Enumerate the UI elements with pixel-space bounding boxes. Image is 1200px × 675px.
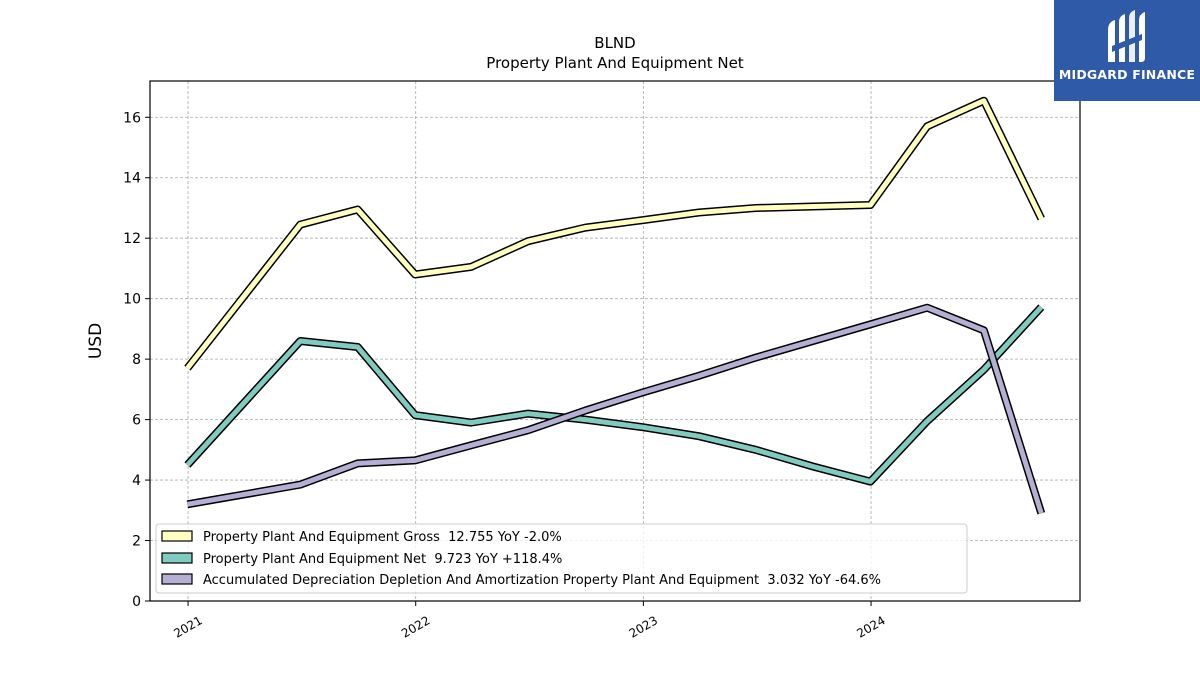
legend-swatch-accumulated	[161, 573, 193, 585]
brand-name: MIDGARD FINANCE	[1058, 67, 1196, 82]
y-tick-label: 4	[132, 473, 141, 489]
legend-swatch-gross	[161, 530, 193, 542]
y-tick-label: 10	[123, 292, 141, 308]
series-line-accumulated-outline	[186, 303, 1046, 515]
series-line-net-outline	[184, 304, 1045, 486]
series-line-gross-fill	[185, 98, 1044, 370]
series-line-net	[184, 304, 1045, 486]
grid-lines	[150, 81, 1080, 602]
x-tick-label: 2023	[627, 613, 660, 640]
chart-subtitle: Property Plant And Equipment Net	[486, 54, 743, 72]
series-line-gross	[184, 96, 1045, 371]
y-tick-label: 2	[132, 534, 141, 550]
y-tick-label: 12	[123, 231, 141, 247]
series-line-gross-outline	[184, 96, 1045, 371]
series-lines	[184, 96, 1046, 515]
legend-label-gross: Property Plant And Equipment Gross 12.75…	[203, 530, 562, 545]
legend-swatch-net	[161, 552, 193, 564]
legend: Property Plant And Equipment Gross 12.75…	[155, 523, 968, 594]
x-tick-label: 2021	[171, 613, 204, 640]
logo-mark-icon	[1108, 10, 1145, 62]
legend-label-net: Property Plant And Equipment Net 9.723 Y…	[203, 552, 562, 567]
series-line-accumulated-fill	[186, 305, 1044, 515]
legend-box	[155, 523, 968, 594]
series-line-accumulated	[186, 303, 1046, 515]
y-tick-label: 14	[123, 171, 141, 187]
plot-frame	[149, 80, 1081, 602]
series-line-net-fill	[185, 305, 1044, 485]
x-tick-label: 2022	[399, 613, 432, 640]
y-tick-label: 6	[132, 413, 141, 429]
chart-title: BLND	[594, 34, 635, 52]
y-tick-label: 0	[132, 594, 141, 610]
x-tick-label: 2024	[854, 613, 887, 640]
legend-label-accumulated: Accumulated Depreciation Depletion And A…	[203, 573, 881, 588]
y-tick-label: 8	[132, 352, 141, 368]
brand-logo: MIDGARD FINANCE	[1054, 0, 1200, 101]
y-axis-label: USD	[86, 323, 106, 359]
y-tick-label: 16	[123, 110, 141, 126]
